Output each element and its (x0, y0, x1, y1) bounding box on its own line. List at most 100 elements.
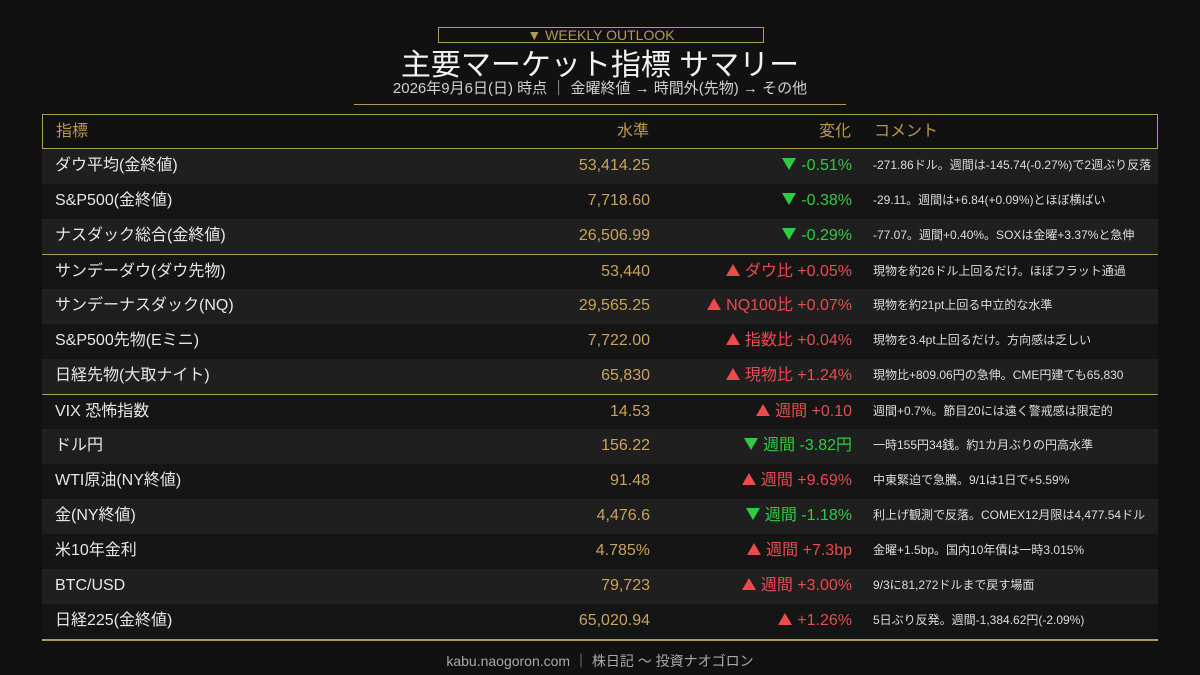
change: 現物比 +1.24% (744, 367, 852, 384)
indicator-name: BTC/USD (55, 577, 126, 594)
level: 7,718.60 (587, 192, 650, 209)
column-header: コメント (874, 123, 939, 140)
comment: 利上げ観測で反落。COMEX12月限は4,477.54ドル (873, 508, 1146, 522)
trend-arrow (725, 264, 740, 276)
comment: -77.07。週間+0.40%。SOXは金曜+3.37%と急伸 (873, 228, 1135, 242)
trend-arrow (782, 158, 797, 170)
subtitle: 2026年9月6日(日) 時点 ｜ 金曜終値 → 時間外(先物) → その他 (354, 77, 846, 105)
indicator-name: サンデーナスダック(NQ) (55, 297, 234, 314)
change-cell: -0.51% (782, 149, 852, 182)
trend-arrow (741, 578, 756, 590)
trend-arrow (782, 228, 797, 240)
comment: 一時155円34銭。約1カ月ぶりの円高水準 (873, 438, 1094, 452)
comment: 中東緊迫で急騰。9/1は1日で+5.59% (873, 473, 1070, 487)
table-row: ドル円 156.22 週間 -3.82円 一時155円34銭。約1カ月ぶりの円高水準 (42, 429, 1158, 464)
table-row: 米10年金利 4.785% 週間 +7.3bp 金曜+1.5bp。国内10年債は一時3… (42, 534, 1158, 569)
trend-arrow (707, 298, 722, 310)
footer: kabu.naogoron.com ｜ 株日記 〜 投資ナオゴロン (446, 653, 754, 669)
badge: ▼ WEEKLY OUTLOOK (438, 27, 764, 43)
change-cell: 週間 -3.82円 (744, 429, 852, 462)
level: 4,476.6 (596, 507, 650, 524)
indicator-name: 日経225(金終値) (55, 612, 173, 629)
indicator-name: S&P500(金終値) (55, 192, 173, 209)
change-cell: 週間 +3.00% (741, 569, 852, 602)
comment: 現物比+809.06円の急伸。CME円建ても65,830 (873, 368, 1124, 382)
table-row: WTI原油(NY終値) 91.48 週間 +9.69% 中東緊迫で急騰。9/1は1日で… (42, 464, 1158, 499)
comment: 週間+0.7%。節目20には遠く警戒感は限定的 (873, 404, 1113, 418)
table-row: ダウ平均(金終値) 53,414.25 -0.51% -271.86ドル。週間は-14… (42, 149, 1158, 184)
change-cell: 週間 -1.18% (745, 499, 852, 532)
change-cell: +1.26% (778, 604, 852, 637)
table-row: 日経先物(大取ナイト) 65,830 現物比 +1.24% 現物比+809.06円の急… (42, 359, 1158, 394)
change: 週間 -3.82円 (763, 437, 852, 454)
change-cell: -0.29% (782, 219, 852, 252)
change-cell: 指数比 +0.04% (725, 324, 852, 357)
change-cell: ダウ比 +0.05% (725, 255, 852, 288)
comment: -271.86ドル。週間は-145.74(-0.27%)で2週ぶり反落 (873, 158, 1152, 172)
indicator-name: ドル円 (55, 437, 104, 454)
trend-arrow (725, 333, 740, 345)
indicator-name: VIX 恐怖指数 (55, 403, 150, 420)
indicator-name: サンデーダウ(ダウ先物) (55, 263, 226, 280)
level: 65,830 (601, 367, 650, 384)
comment: 9/3に81,272ドルまで戻す場面 (873, 578, 1035, 592)
level: 29,565.25 (578, 297, 650, 314)
level: 79,723 (601, 577, 650, 594)
trend-arrow (747, 543, 762, 555)
trend-arrow (741, 473, 756, 485)
trend-arrow (778, 613, 793, 625)
indicator-name: ダウ平均(金終値) (55, 157, 178, 174)
change-cell: 週間 +0.10 (756, 395, 852, 428)
trend-arrow (745, 508, 760, 520)
title: 主要マーケット指標 サマリー (400, 49, 800, 82)
comment: 現物を約26ドル上回るだけ。ほぼフラット通過 (873, 264, 1126, 278)
change: 週間 +3.00% (760, 577, 852, 594)
trend-arrow (725, 368, 740, 380)
indicator-name: S&P500先物(Eミニ) (55, 332, 200, 349)
table-row: サンデーナスダック(NQ) 29,565.25 NQ100比 +0.07% 現物を約2… (42, 289, 1158, 324)
change-cell: 週間 +7.3bp (747, 534, 852, 567)
column-header: 指標 (56, 123, 89, 140)
change: -0.51% (801, 157, 852, 174)
table-header: 指標 水準 変化 コメント (42, 114, 1158, 149)
comment: 現物を3.4pt上回るだけ。方向感は乏しい (873, 333, 1092, 347)
change-cell: 現物比 +1.24% (725, 359, 852, 392)
table-row: VIX 恐怖指数 14.53 週間 +0.10 週間+0.7%。節目20には遠く警戒感… (42, 394, 1158, 429)
level: 91.48 (609, 472, 650, 489)
indicator-name: 米10年金利 (55, 542, 137, 559)
table-row: 日経225(金終値) 65,020.94 +1.26% 5日ぶり反発。週間-1,384… (42, 604, 1158, 641)
indicator-name: 日経先物(大取ナイト) (55, 367, 210, 384)
table-row: BTC/USD 79,723 週間 +3.00% 9/3に81,272ドルまで戻す場面 (42, 569, 1158, 604)
change: 週間 +9.69% (760, 472, 852, 489)
column-header: 変化 (818, 123, 851, 140)
change: +1.26% (797, 612, 852, 629)
comment: 現物を約21pt上回る中立的な水準 (873, 298, 1053, 312)
comment: 金曜+1.5bp。国内10年債は一時3.015% (873, 543, 1085, 557)
indicator-name: ナスダック総合(金終値) (55, 227, 226, 244)
change: 週間 +0.10 (775, 403, 852, 420)
column-header: 水準 (616, 123, 649, 140)
change: ダウ比 +0.05% (744, 263, 852, 280)
level: 7,722.00 (587, 332, 650, 349)
trend-arrow (756, 404, 771, 416)
table-row: S&P500先物(Eミニ) 7,722.00 指数比 +0.04% 現物を3.4pt上… (42, 324, 1158, 359)
change-cell: 週間 +9.69% (741, 464, 852, 497)
change: -0.29% (801, 227, 852, 244)
indicator-name: WTI原油(NY終値) (55, 472, 182, 489)
level: 65,020.94 (578, 612, 650, 629)
change: NQ100比 +0.07% (726, 297, 852, 314)
trend-arrow (782, 193, 797, 205)
change-cell: NQ100比 +0.07% (707, 289, 852, 322)
trend-arrow (744, 438, 759, 450)
table-row: ナスダック総合(金終値) 26,506.99 -0.29% -77.07。週間+0.4… (42, 219, 1158, 254)
table-row: S&P500(金終値) 7,718.60 -0.38% -29.11。週間は+6.84… (42, 184, 1158, 219)
change: 週間 -1.18% (764, 507, 852, 524)
change: 指数比 +0.04% (744, 332, 852, 349)
level: 26,506.99 (578, 227, 650, 244)
change-cell: -0.38% (782, 184, 852, 217)
change: -0.38% (801, 192, 852, 209)
level: 53,440 (601, 263, 650, 280)
level: 156.22 (601, 437, 650, 454)
level: 14.53 (609, 403, 650, 420)
